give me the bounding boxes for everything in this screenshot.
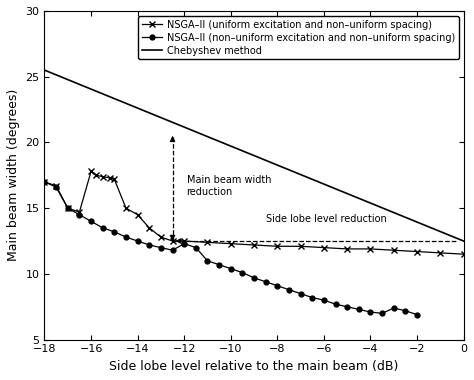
NSGA–II (uniform excitation and non–uniform spacing) [42,180,47,184]
NSGA–II (non–uniform excitation and non–uniform spacing) [286,287,292,292]
NSGA–II (non–uniform excitation and non–uniform spacing) [239,270,245,275]
NSGA–II (uniform excitation and non–uniform spacing) [123,206,129,211]
NSGA–II (uniform excitation and non–uniform spacing) [461,252,466,257]
NSGA–II (non–uniform excitation and non–uniform spacing) [146,243,152,247]
NSGA–II (uniform excitation and non–uniform spacing) [77,210,82,214]
NSGA–II (non–uniform excitation and non–uniform spacing) [251,276,257,280]
NSGA–II (uniform excitation and non–uniform spacing) [321,245,327,250]
NSGA–II (uniform excitation and non–uniform spacing) [228,241,234,246]
NSGA–II (non–uniform excitation and non–uniform spacing) [65,206,71,211]
Text: Side lobe level reduction: Side lobe level reduction [265,214,386,224]
NSGA–II (uniform excitation and non–uniform spacing) [93,173,99,177]
NSGA–II (non–uniform excitation and non–uniform spacing) [402,309,408,313]
NSGA–II (non–uniform excitation and non–uniform spacing) [414,312,420,317]
NSGA–II (non–uniform excitation and non–uniform spacing) [216,263,222,267]
NSGA–II (uniform excitation and non–uniform spacing) [88,169,94,174]
NSGA–II (uniform excitation and non–uniform spacing) [53,184,59,188]
X-axis label: Side lobe level relative to the main beam (dB): Side lobe level relative to the main bea… [109,360,399,373]
Line: NSGA–II (uniform excitation and non–uniform spacing): NSGA–II (uniform excitation and non–unif… [42,169,466,257]
NSGA–II (uniform excitation and non–uniform spacing) [367,247,373,251]
NSGA–II (non–uniform excitation and non–uniform spacing) [356,307,362,312]
Legend: NSGA–II (uniform excitation and non–uniform spacing), NSGA–II (non–uniform excit: NSGA–II (uniform excitation and non–unif… [138,16,459,59]
NSGA–II (uniform excitation and non–uniform spacing) [182,239,187,243]
NSGA–II (non–uniform excitation and non–uniform spacing) [344,304,350,309]
NSGA–II (uniform excitation and non–uniform spacing) [344,247,350,251]
NSGA–II (non–uniform excitation and non–uniform spacing) [298,291,303,296]
NSGA–II (non–uniform excitation and non–uniform spacing) [333,302,338,306]
NSGA–II (non–uniform excitation and non–uniform spacing) [193,245,199,250]
NSGA–II (uniform excitation and non–uniform spacing) [135,212,140,217]
NSGA–II (uniform excitation and non–uniform spacing) [100,174,106,179]
NSGA–II (non–uniform excitation and non–uniform spacing) [111,230,117,234]
NSGA–II (uniform excitation and non–uniform spacing) [158,235,164,239]
NSGA–II (uniform excitation and non–uniform spacing) [414,249,420,254]
NSGA–II (non–uniform excitation and non–uniform spacing) [170,248,175,253]
Line: NSGA–II (non–uniform excitation and non–uniform spacing): NSGA–II (non–uniform excitation and non–… [42,179,419,317]
NSGA–II (non–uniform excitation and non–uniform spacing) [135,239,140,243]
NSGA–II (non–uniform excitation and non–uniform spacing) [100,226,106,230]
NSGA–II (non–uniform excitation and non–uniform spacing) [310,295,315,300]
NSGA–II (non–uniform excitation and non–uniform spacing) [228,266,234,271]
NSGA–II (uniform excitation and non–uniform spacing) [438,250,443,255]
NSGA–II (non–uniform excitation and non–uniform spacing) [379,311,385,316]
NSGA–II (non–uniform excitation and non–uniform spacing) [321,298,327,302]
NSGA–II (non–uniform excitation and non–uniform spacing) [158,245,164,250]
NSGA–II (non–uniform excitation and non–uniform spacing) [391,306,397,310]
NSGA–II (uniform excitation and non–uniform spacing) [298,244,303,249]
NSGA–II (non–uniform excitation and non–uniform spacing) [263,280,268,284]
NSGA–II (uniform excitation and non–uniform spacing) [111,177,117,182]
NSGA–II (non–uniform excitation and non–uniform spacing) [367,310,373,314]
NSGA–II (uniform excitation and non–uniform spacing) [205,240,210,245]
NSGA–II (non–uniform excitation and non–uniform spacing) [42,180,47,184]
NSGA–II (non–uniform excitation and non–uniform spacing) [274,283,280,288]
NSGA–II (non–uniform excitation and non–uniform spacing) [88,219,94,223]
NSGA–II (uniform excitation and non–uniform spacing) [107,176,112,180]
NSGA–II (non–uniform excitation and non–uniform spacing) [53,185,59,189]
NSGA–II (non–uniform excitation and non–uniform spacing) [77,212,82,217]
Y-axis label: Main beam width (degrees): Main beam width (degrees) [7,89,20,261]
NSGA–II (uniform excitation and non–uniform spacing) [274,244,280,249]
NSGA–II (uniform excitation and non–uniform spacing) [251,243,257,247]
NSGA–II (uniform excitation and non–uniform spacing) [65,206,71,211]
NSGA–II (non–uniform excitation and non–uniform spacing) [205,258,210,263]
NSGA–II (uniform excitation and non–uniform spacing) [391,248,397,253]
NSGA–II (uniform excitation and non–uniform spacing) [170,239,175,243]
NSGA–II (non–uniform excitation and non–uniform spacing) [123,235,129,239]
Text: Main beam width
reduction: Main beam width reduction [186,175,271,197]
NSGA–II (uniform excitation and non–uniform spacing) [146,226,152,230]
NSGA–II (non–uniform excitation and non–uniform spacing) [182,241,187,246]
